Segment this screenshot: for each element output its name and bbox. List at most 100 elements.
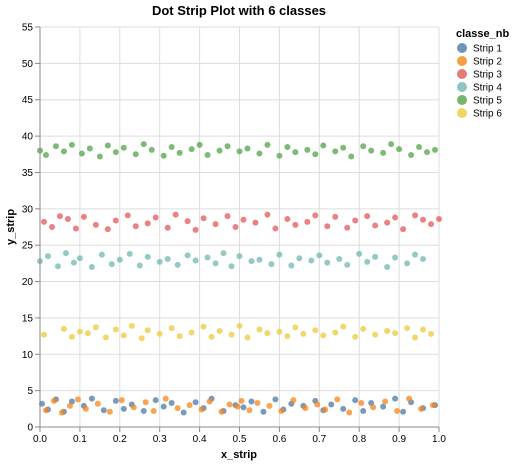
y-tick-label: 5 xyxy=(27,386,33,397)
data-point xyxy=(237,253,243,259)
data-point xyxy=(145,220,151,226)
y-tick-label: 15 xyxy=(22,313,34,324)
data-point xyxy=(396,146,402,152)
data-point xyxy=(113,398,119,404)
data-point xyxy=(320,143,326,149)
data-point xyxy=(163,396,169,402)
data-point xyxy=(340,324,346,330)
data-point xyxy=(304,219,310,225)
data-point xyxy=(308,257,314,263)
data-point xyxy=(418,406,424,412)
data-point xyxy=(322,407,328,413)
data-point xyxy=(113,327,119,333)
data-point xyxy=(139,335,145,341)
data-point xyxy=(430,402,436,408)
data-point xyxy=(344,262,350,268)
data-point xyxy=(296,255,302,261)
data-point xyxy=(392,255,398,261)
data-point xyxy=(151,408,157,414)
data-point xyxy=(41,332,47,338)
data-point xyxy=(81,214,87,220)
data-point xyxy=(205,152,211,158)
data-point xyxy=(358,400,364,406)
y-tick-label: 35 xyxy=(22,168,34,179)
data-point xyxy=(49,224,55,230)
x-tick-label: 0.5 xyxy=(233,434,247,445)
data-point xyxy=(260,409,266,415)
data-point xyxy=(69,334,75,340)
data-point xyxy=(201,215,207,221)
data-point xyxy=(221,250,227,256)
y-tick-label: 45 xyxy=(22,95,34,106)
data-point xyxy=(101,407,107,413)
data-point xyxy=(197,142,203,148)
data-point xyxy=(404,325,410,331)
series-3 xyxy=(41,212,442,233)
y-tick-label: 30 xyxy=(22,204,34,215)
data-point xyxy=(336,256,342,262)
legend-symbol xyxy=(457,56,467,66)
data-point xyxy=(145,254,151,260)
data-point xyxy=(175,262,181,268)
data-point xyxy=(175,405,181,411)
chart-title: Dot Strip Plot with 6 classes xyxy=(152,3,326,18)
x-tick-label: 0.9 xyxy=(392,434,406,445)
data-point xyxy=(416,144,422,150)
data-point xyxy=(193,399,199,405)
data-point xyxy=(225,143,231,149)
data-point xyxy=(256,257,262,263)
data-point xyxy=(340,406,346,412)
data-point xyxy=(420,217,426,223)
data-point xyxy=(344,225,350,231)
data-point xyxy=(105,226,111,232)
legend-item: Strip 5 xyxy=(457,95,502,107)
data-point xyxy=(400,226,406,232)
data-point xyxy=(205,255,211,261)
data-point xyxy=(380,150,386,156)
data-point xyxy=(141,408,147,414)
legend-title: classe_nb xyxy=(456,28,509,40)
data-point xyxy=(384,220,390,226)
y-tick-label: 25 xyxy=(22,241,34,252)
data-point xyxy=(121,406,127,412)
data-point xyxy=(384,328,390,334)
data-point xyxy=(420,256,426,262)
data-point xyxy=(252,220,258,226)
data-point xyxy=(93,222,99,228)
data-point xyxy=(324,260,330,266)
data-point xyxy=(43,407,49,413)
data-point xyxy=(352,217,358,223)
data-point xyxy=(300,331,306,337)
data-point xyxy=(43,152,49,158)
data-point xyxy=(266,403,272,409)
x-axis-title: x_strip xyxy=(221,449,257,461)
data-point xyxy=(360,143,366,149)
data-point xyxy=(93,324,99,330)
data-point xyxy=(244,145,250,151)
data-point xyxy=(290,397,296,403)
data-point xyxy=(67,403,73,409)
data-point xyxy=(334,396,340,402)
data-point xyxy=(284,216,290,222)
y-tick-label: 50 xyxy=(22,59,34,70)
data-point xyxy=(61,148,67,154)
data-point xyxy=(209,334,215,340)
data-point xyxy=(292,149,298,155)
data-point xyxy=(392,396,398,402)
data-point xyxy=(77,329,83,335)
data-point xyxy=(356,251,362,257)
data-point xyxy=(392,330,398,336)
data-point xyxy=(312,151,318,157)
legend-label: Strip 5 xyxy=(473,96,502,107)
data-point xyxy=(143,399,149,405)
legend-label: Strip 6 xyxy=(473,109,502,120)
data-point xyxy=(324,223,330,229)
data-point xyxy=(57,213,63,219)
data-point xyxy=(428,221,434,227)
data-point xyxy=(87,145,93,151)
data-point xyxy=(69,142,75,148)
data-point xyxy=(127,251,133,257)
data-point xyxy=(217,148,223,154)
data-point xyxy=(348,153,354,159)
data-point xyxy=(264,212,270,218)
